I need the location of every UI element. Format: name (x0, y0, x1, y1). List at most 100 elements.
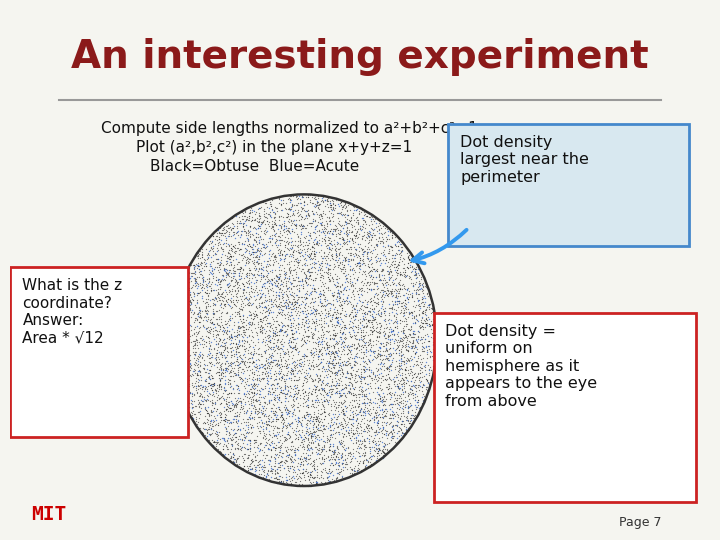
Point (228, 430, 240, 438)
Point (351, 427, 363, 436)
Point (179, 312, 190, 321)
Point (248, 398, 259, 407)
Point (244, 299, 256, 308)
Point (354, 451, 366, 460)
Point (269, 407, 281, 416)
Point (398, 322, 410, 330)
Point (312, 444, 323, 453)
Point (347, 449, 359, 457)
Point (429, 321, 441, 330)
Point (169, 357, 181, 366)
Point (283, 205, 294, 213)
Point (364, 346, 375, 354)
Point (284, 451, 295, 460)
Point (312, 203, 324, 212)
Point (359, 395, 370, 403)
Point (307, 385, 319, 394)
Point (233, 363, 244, 372)
Point (176, 308, 188, 317)
Point (248, 235, 260, 244)
Point (408, 377, 419, 386)
Point (312, 377, 324, 386)
Point (333, 288, 344, 297)
Point (313, 433, 325, 441)
Point (248, 357, 259, 366)
Point (382, 292, 394, 300)
Point (241, 271, 253, 280)
Point (368, 303, 379, 312)
Point (354, 210, 365, 218)
Point (379, 259, 391, 267)
Point (372, 222, 384, 231)
Point (402, 342, 414, 350)
Point (204, 347, 215, 355)
Point (361, 360, 373, 368)
Point (303, 268, 315, 276)
Point (368, 293, 379, 301)
Point (363, 389, 374, 397)
Point (231, 217, 243, 225)
Point (287, 295, 298, 303)
Point (333, 251, 344, 260)
Point (248, 436, 259, 444)
Point (323, 275, 335, 284)
Point (358, 316, 369, 325)
Point (338, 310, 349, 319)
Point (263, 276, 274, 285)
Point (354, 407, 366, 415)
Point (262, 361, 274, 369)
Point (239, 212, 251, 220)
Point (315, 314, 327, 322)
Point (307, 298, 319, 307)
Point (413, 375, 425, 384)
Point (205, 415, 217, 424)
Point (227, 435, 238, 443)
Point (195, 313, 207, 322)
Point (379, 330, 391, 339)
Point (378, 351, 390, 360)
Point (343, 346, 354, 355)
Point (280, 455, 292, 464)
Point (330, 296, 342, 305)
Point (206, 319, 217, 328)
Point (266, 389, 278, 398)
Point (381, 440, 392, 448)
Point (429, 314, 441, 323)
Point (330, 309, 342, 318)
Point (172, 375, 184, 383)
Point (181, 293, 193, 302)
Point (397, 375, 409, 383)
Point (390, 336, 402, 345)
Point (312, 349, 324, 358)
Point (291, 445, 302, 454)
Point (381, 444, 392, 453)
Point (415, 333, 427, 341)
Point (220, 398, 231, 407)
Point (358, 308, 369, 317)
Point (279, 299, 290, 308)
Point (269, 454, 280, 463)
Point (323, 411, 335, 420)
Point (325, 382, 337, 390)
Point (347, 342, 359, 350)
Point (233, 280, 245, 289)
Point (322, 195, 333, 204)
Point (383, 414, 395, 422)
Point (414, 321, 426, 329)
Point (217, 441, 229, 450)
Point (238, 462, 250, 471)
Point (169, 312, 181, 321)
Point (283, 258, 294, 266)
Point (359, 364, 370, 373)
Point (377, 410, 388, 418)
Point (302, 451, 314, 460)
Point (246, 318, 257, 326)
Point (274, 260, 286, 269)
Point (384, 344, 396, 353)
Point (191, 316, 202, 325)
Point (364, 266, 376, 275)
Point (331, 308, 343, 316)
Point (413, 300, 424, 309)
Point (371, 414, 382, 422)
Point (311, 394, 323, 403)
